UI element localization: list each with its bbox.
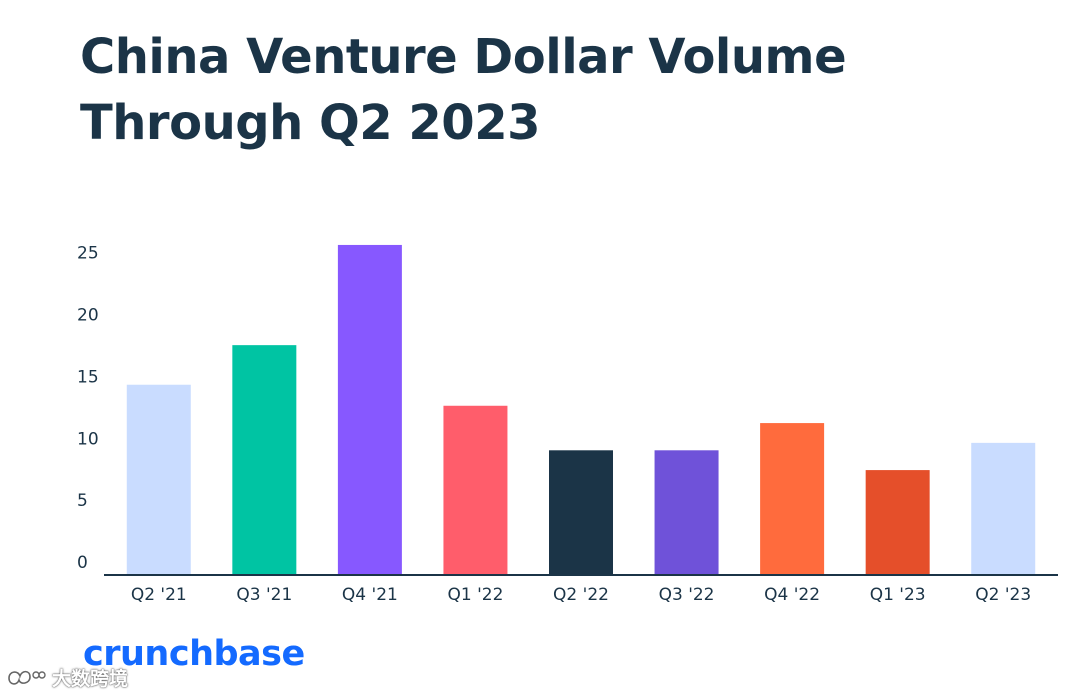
x-tick-label: Q1 '22 [447,585,503,605]
watermark: 大数跨境 [6,664,128,691]
y-tick-label: 5 [77,491,88,511]
bar [126,384,191,574]
bar [865,470,930,574]
bars [126,244,1036,574]
watermark-icon [8,670,46,685]
y-tick-label: 15 [77,367,99,387]
bar [443,405,508,574]
x-tick-label: Q2 '23 [975,585,1031,605]
bar [337,244,402,574]
bar [971,442,1036,574]
x-tick-label: Q2 '22 [553,585,609,605]
bar [549,450,613,574]
y-tick-label: 25 [77,244,99,264]
y-axis-ticks: 0 5 10 15 20 25 [77,244,99,573]
bar [760,423,825,574]
x-axis-labels: Q2 '21 Q3 '21 Q4 '21 Q1 '22 Q2 '22 Q3 '22 Q4 '… [131,585,1031,605]
x-tick-label: Q4 '22 [764,585,820,605]
bar [654,450,719,574]
crunchbase-logo: crunchbase [83,634,305,674]
y-tick-label: 0 [77,553,88,573]
x-tick-label: Q4 '21 [342,585,398,605]
x-tick-label: Q1 '23 [870,585,926,605]
x-tick-label: Q2 '21 [131,585,187,605]
bar [232,345,297,574]
x-tick-label: Q3 '22 [659,585,715,605]
y-tick-label: 10 [77,429,99,449]
chart-title: China Venture Dollar Volume Through Q2 2… [80,29,847,151]
watermark-text: 大数跨境 [52,668,129,690]
y-tick-label: 20 [77,306,99,326]
x-tick-label: Q3 '21 [236,585,292,605]
